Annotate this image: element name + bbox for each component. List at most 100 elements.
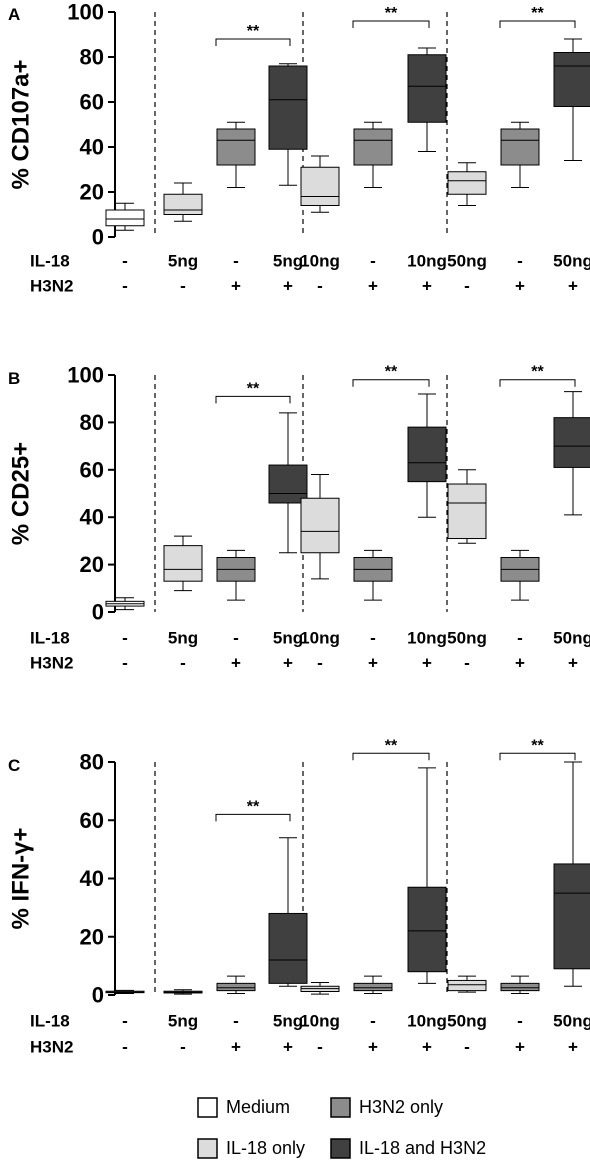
box-il-18-only-7 xyxy=(447,469,487,544)
row-label-il-18: IL-18 xyxy=(30,252,70,271)
il18-value: - xyxy=(517,629,523,648)
legend-item-h3n2-only: H3N2 only xyxy=(330,1097,443,1118)
row-label-h3n2: H3N2 xyxy=(30,277,73,296)
y-tick-label: 20 xyxy=(80,924,104,949)
h3n2-value: + xyxy=(283,277,293,296)
y-tick-label: 60 xyxy=(80,90,104,115)
h3n2-value: + xyxy=(283,1038,293,1057)
il18-value: 50ng xyxy=(553,1012,590,1031)
significance-bracket: ** xyxy=(215,798,291,822)
il18-value: 50ng xyxy=(447,1012,487,1031)
h3n2-value: + xyxy=(422,654,432,673)
box-il-18-only-4 xyxy=(300,981,340,995)
h3n2-value: - xyxy=(464,654,470,673)
h3n2-value: - xyxy=(317,1038,323,1057)
y-tick-label: 60 xyxy=(80,457,104,482)
h3n2-value: + xyxy=(283,654,293,673)
legend-swatch xyxy=(197,1097,218,1118)
box-il-18-only-4 xyxy=(300,474,340,580)
bracket-line xyxy=(499,20,576,28)
h3n2-value: - xyxy=(464,277,470,296)
box-il-18-and-h3n2-3 xyxy=(268,837,308,987)
h3n2-value: + xyxy=(515,654,525,673)
box-medium-0 xyxy=(105,202,145,231)
y-tick-label: 60 xyxy=(80,808,104,833)
h3n2-value: + xyxy=(368,1038,378,1057)
il18-value: - xyxy=(233,1012,239,1031)
box-il-18-and-h3n2-6 xyxy=(407,393,447,518)
il18-value: - xyxy=(517,252,523,271)
y-tick-label: 0 xyxy=(92,600,104,625)
legend-label: IL-18 only xyxy=(226,1138,305,1158)
box-h3n2-only-8 xyxy=(500,549,540,601)
legend-label: H3N2 only xyxy=(359,1097,443,1117)
box-body xyxy=(407,54,447,123)
legend-swatch xyxy=(330,1097,351,1118)
box-h3n2-only-8 xyxy=(500,975,540,995)
il18-value: 10ng xyxy=(300,252,340,271)
box-h3n2-only-2 xyxy=(216,549,256,601)
il18-value: 10ng xyxy=(407,252,447,271)
h3n2-value: + xyxy=(231,654,241,673)
box-body xyxy=(300,497,340,554)
box-il-18-and-h3n2-3 xyxy=(268,63,308,186)
box-body xyxy=(553,863,590,970)
y-axis-label: % IFN-γ+ xyxy=(7,827,34,929)
significance-label: ** xyxy=(247,23,260,40)
significance-label: ** xyxy=(385,5,398,22)
il18-value: 5ng xyxy=(273,252,303,271)
h3n2-value: - xyxy=(122,277,128,296)
bracket-line xyxy=(352,20,430,28)
bracket-line xyxy=(499,379,576,387)
il18-value: 50ng xyxy=(553,252,590,271)
y-tick-label: 40 xyxy=(80,505,104,530)
legend-label: IL-18 and H3N2 xyxy=(359,1138,486,1158)
box-il-18-only-1 xyxy=(163,535,203,592)
box-h3n2-only-5 xyxy=(353,549,393,601)
h3n2-value: + xyxy=(231,277,241,296)
il18-value: 5ng xyxy=(168,1012,198,1031)
y-tick-label: 100 xyxy=(67,0,104,25)
y-tick-label: 0 xyxy=(92,983,104,1008)
box-h3n2-only-2 xyxy=(216,975,256,995)
box-il-18-and-h3n2-6 xyxy=(407,47,447,152)
panel-label: C xyxy=(8,756,20,775)
box-body xyxy=(407,886,447,973)
panel-label: A xyxy=(8,5,20,24)
box-il-18-only-7 xyxy=(447,975,487,993)
significance-bracket: ** xyxy=(499,364,576,387)
box-il-18-and-h3n2-9 xyxy=(553,391,590,516)
h3n2-value: - xyxy=(317,654,323,673)
legend-item-medium: Medium xyxy=(197,1097,290,1118)
legend-swatch xyxy=(330,1138,351,1159)
il18-value: 10ng xyxy=(407,629,447,648)
box-h3n2-only-2 xyxy=(216,121,256,188)
significance-label: ** xyxy=(247,798,260,815)
significance-label: ** xyxy=(385,364,398,381)
h3n2-value: + xyxy=(422,1038,432,1057)
significance-bracket: ** xyxy=(499,5,576,28)
il18-value: 5ng xyxy=(168,629,198,648)
bracket-line xyxy=(499,752,576,761)
legend-item-il-18-only: IL-18 only xyxy=(197,1138,305,1159)
box-body xyxy=(500,128,540,166)
y-tick-label: 20 xyxy=(80,552,104,577)
il18-value: 10ng xyxy=(407,1012,447,1031)
box-body xyxy=(500,982,540,992)
box-body xyxy=(163,545,203,582)
significance-bracket: ** xyxy=(215,23,291,46)
box-il-18-only-1 xyxy=(163,989,203,995)
il18-value: - xyxy=(370,629,376,648)
box-h3n2-only-8 xyxy=(500,121,540,188)
panels: A% CD107a+020406080100--5ng--+5ng+10ng--… xyxy=(7,0,590,1057)
il18-value: - xyxy=(370,1012,376,1031)
il18-value: - xyxy=(233,629,239,648)
bracket-line xyxy=(215,38,291,46)
significance-label: ** xyxy=(247,380,260,397)
significance-bracket: ** xyxy=(352,737,430,761)
h3n2-value: + xyxy=(231,1038,241,1057)
legend-label: Medium xyxy=(226,1097,290,1117)
h3n2-value: + xyxy=(568,1038,578,1057)
h3n2-value: - xyxy=(180,654,186,673)
